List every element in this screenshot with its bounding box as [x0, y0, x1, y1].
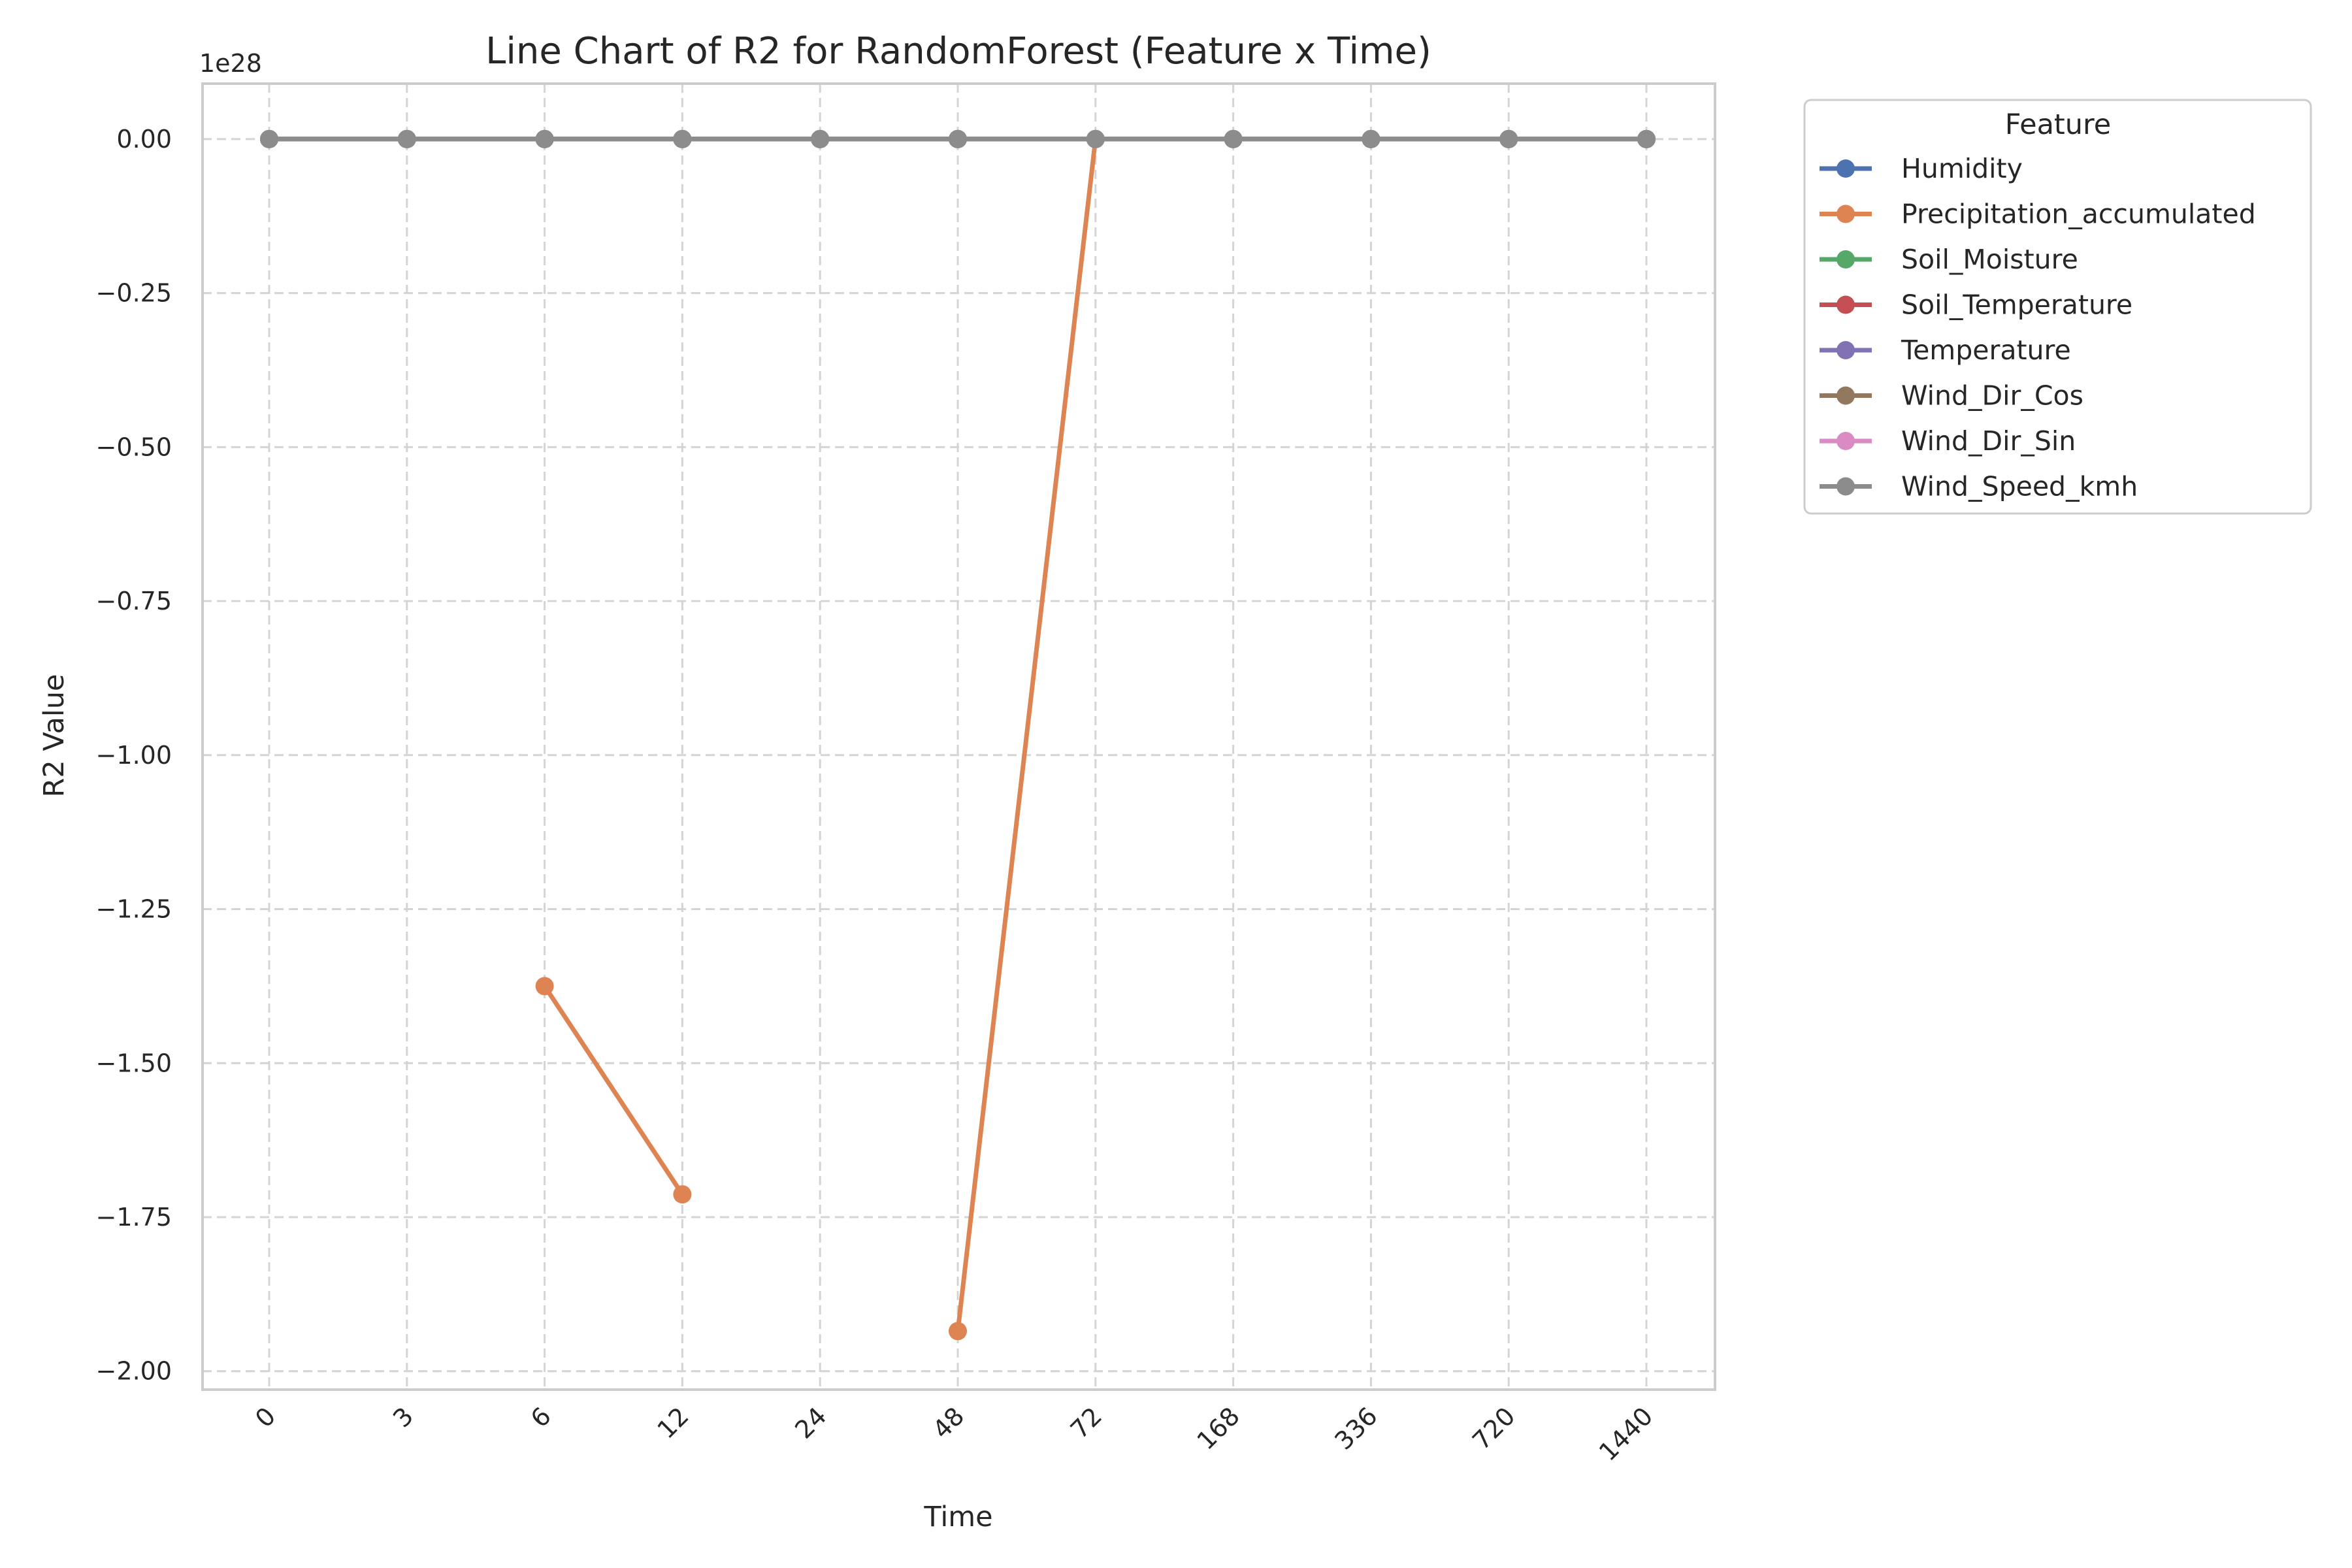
legend-swatch-marker: [1837, 204, 1855, 223]
legend-swatch-marker: [1837, 432, 1855, 450]
data-point: [1224, 129, 1243, 148]
data-point: [949, 1322, 967, 1341]
y-tick-label: −2.00: [96, 1357, 172, 1386]
y-tick-label: −0.75: [96, 587, 172, 615]
y-tick-label: −0.50: [96, 433, 172, 461]
data-point: [949, 129, 967, 148]
legend: Feature Humidity Precipitation_accumulate…: [1803, 99, 2312, 515]
data-point: [811, 129, 830, 148]
y-tick-label: −1.75: [96, 1203, 172, 1232]
legend-item: Wind_Dir_Sin: [1820, 425, 2076, 457]
legend-label: Soil_Temperature: [1901, 289, 2132, 321]
series-wind-speed-kmh: [260, 129, 1656, 148]
legend-item: Precipitation_accumulated: [1820, 199, 2256, 230]
legend-label: Precipitation_accumulated: [1901, 199, 2256, 230]
x-axis-label: Time: [923, 1501, 992, 1533]
legend-item: Humidity: [1820, 153, 2023, 184]
legend-swatch-marker: [1837, 477, 1855, 496]
series-line-segment: [542, 983, 685, 1197]
y-axis-label: R2 Value: [38, 674, 71, 798]
data-point: [535, 977, 554, 996]
legend-label: Wind_Dir_Sin: [1901, 425, 2076, 457]
data-point: [673, 129, 692, 148]
legend-label: Soil_Moisture: [1901, 244, 2078, 275]
legend-item: Wind_Dir_Cos: [1820, 380, 2083, 412]
legend-item: Wind_Speed_kmh: [1820, 471, 2138, 502]
legend-swatch-marker: [1837, 159, 1855, 178]
legend-label: Wind_Dir_Cos: [1901, 380, 2083, 412]
y-offset-label: 1e28: [199, 49, 262, 78]
data-point: [397, 129, 416, 148]
series-line-segment: [955, 137, 1098, 1333]
data-point: [1362, 129, 1380, 148]
chart-title: Line Chart of R2 for RandomForest (Featu…: [485, 30, 1431, 73]
legend-item: Temperature: [1820, 335, 2071, 366]
legend-swatch-marker: [1837, 341, 1855, 359]
data-point: [1086, 129, 1105, 148]
legend-label: Humidity: [1901, 153, 2023, 184]
plot-frame: [201, 82, 1716, 1391]
series-lines: [260, 129, 1656, 1341]
y-tick-labels: 0.00 −0.25 −0.50 −0.75 −1.00 −1.25 −1.50 −1.75 −…: [96, 125, 172, 1386]
y-tick-label: −1.25: [96, 895, 172, 924]
legend-title: Feature: [2005, 108, 2112, 141]
grid: [203, 84, 1715, 1390]
legend-label: Wind_Speed_kmh: [1901, 471, 2138, 502]
legend-swatch-marker: [1837, 295, 1855, 314]
y-tick-label: −1.50: [96, 1049, 172, 1077]
data-point: [1637, 129, 1656, 148]
y-tick-label: −0.25: [96, 279, 172, 308]
data-point: [1499, 129, 1518, 148]
legend-box: [1803, 99, 2312, 515]
data-point: [260, 129, 278, 148]
legend-item: Soil_Temperature: [1820, 289, 2132, 321]
legend-label: Temperature: [1901, 335, 2071, 366]
y-tick-label: −1.00: [96, 741, 172, 770]
data-point: [673, 1185, 692, 1204]
y-tick-label: 0.00: [116, 125, 172, 154]
legend-swatch-marker: [1837, 250, 1855, 269]
legend-item: Soil_Moisture: [1820, 244, 2078, 275]
data-point: [535, 129, 554, 148]
series-precipitation-accumulated: [535, 129, 1105, 1341]
legend-swatch-marker: [1837, 386, 1855, 405]
